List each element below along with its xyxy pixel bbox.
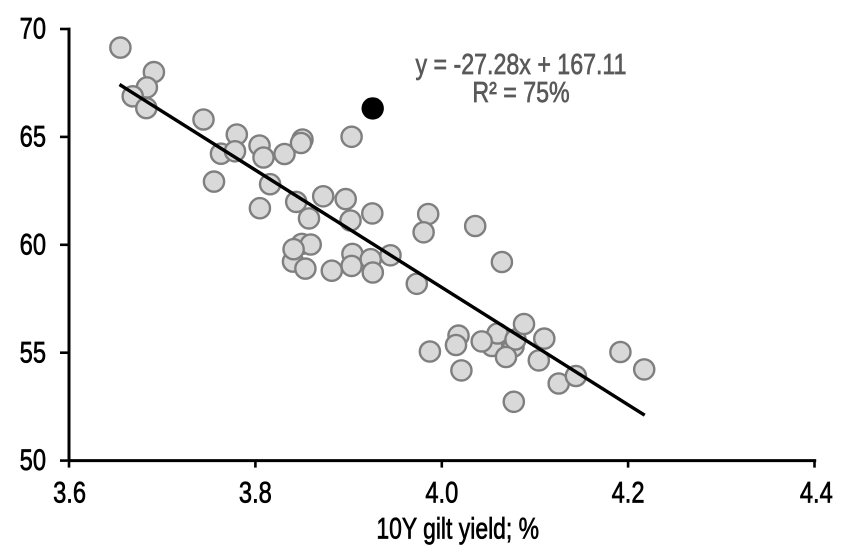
svg-text:55: 55: [20, 336, 46, 369]
svg-text:65: 65: [20, 120, 46, 153]
svg-text:3.6: 3.6: [53, 476, 86, 509]
svg-text:70: 70: [20, 12, 46, 45]
svg-text:y = -27.28x + 167.11: y = -27.28x + 167.11: [415, 47, 626, 80]
svg-text:60: 60: [20, 228, 46, 261]
svg-text:50: 50: [20, 444, 46, 477]
svg-text:3.8: 3.8: [239, 476, 272, 509]
svg-text:10Y gilt yield; %: 10Y gilt yield; %: [376, 512, 539, 546]
svg-text:4.0: 4.0: [425, 476, 458, 509]
svg-text:4.4: 4.4: [800, 476, 833, 509]
svg-text:R² = 75%: R² = 75%: [472, 75, 569, 108]
svg-text:4.2: 4.2: [612, 476, 645, 509]
